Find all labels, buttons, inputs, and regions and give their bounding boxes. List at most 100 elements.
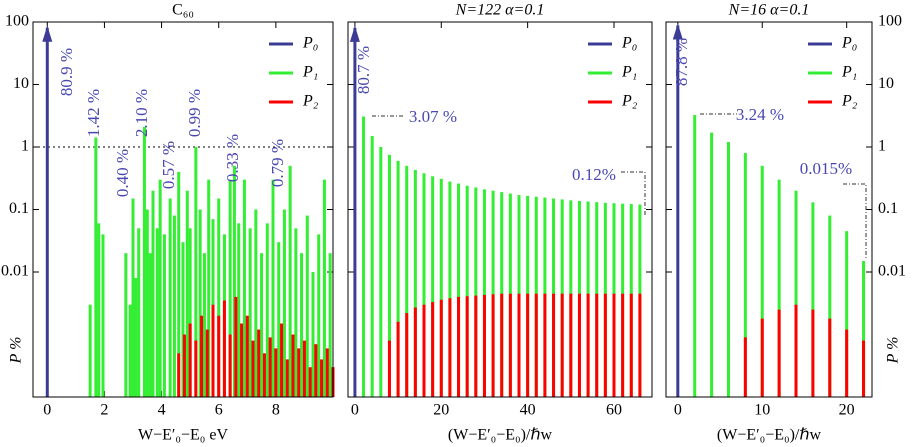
bar	[198, 209, 202, 397]
bar	[314, 344, 318, 397]
annotation: 87.8 %	[672, 38, 691, 86]
bar	[862, 260, 866, 397]
bar	[457, 296, 461, 397]
bar	[94, 137, 98, 397]
bar	[508, 293, 512, 397]
y-tick-label: 0.1	[878, 200, 898, 217]
bar	[457, 183, 461, 397]
bar	[405, 165, 409, 397]
bar	[177, 171, 181, 397]
bar	[794, 190, 798, 397]
annotation: 0.79 %	[268, 139, 287, 187]
bar	[439, 178, 443, 397]
bar	[257, 329, 261, 397]
bar	[228, 179, 232, 397]
bar	[217, 315, 221, 397]
bar	[465, 296, 469, 397]
bar	[248, 228, 252, 397]
arrow-head	[349, 25, 360, 42]
bar	[362, 116, 366, 398]
bar	[222, 300, 226, 397]
bar	[560, 293, 564, 397]
bar	[265, 223, 269, 397]
x-axis-label: (W−E′₀−E₀)/ℏw	[448, 427, 553, 444]
y-tick-label: 0.01	[878, 263, 906, 280]
legend-label: P₀	[621, 35, 637, 52]
bar	[277, 242, 281, 397]
annotation: 80.7 %	[354, 46, 373, 94]
bar	[308, 367, 312, 397]
bar	[448, 298, 452, 397]
bar	[131, 198, 135, 397]
bar	[194, 340, 198, 397]
bar	[526, 293, 530, 397]
bar	[387, 340, 391, 397]
bar	[474, 187, 478, 397]
plot-frame	[347, 21, 653, 398]
bar	[282, 209, 286, 397]
y-tick-label: 100	[878, 13, 902, 30]
annotation: 2.10 %	[132, 89, 151, 137]
y-axis-label: P %	[885, 337, 902, 365]
annotation: 0.12%	[572, 165, 616, 184]
x-tick-label: 40	[520, 402, 536, 419]
bar	[300, 253, 304, 397]
bar	[743, 337, 747, 397]
bar	[185, 190, 189, 397]
bar	[151, 190, 155, 397]
x-tick-label: 0	[351, 402, 359, 419]
bar	[448, 181, 452, 397]
bar	[828, 318, 832, 397]
legend-label: P₁	[302, 64, 318, 81]
bar	[240, 323, 244, 397]
plot-frame	[32, 21, 334, 398]
bar	[726, 142, 730, 397]
bar	[97, 223, 101, 397]
y-tick-label: 100	[5, 13, 29, 30]
bar	[603, 293, 607, 397]
legend-label: P₁	[621, 64, 637, 81]
bar	[237, 223, 241, 397]
bar	[202, 253, 206, 397]
bar	[396, 160, 400, 397]
bar	[577, 293, 581, 397]
legend-label: P₂	[302, 93, 319, 110]
bar	[595, 293, 599, 397]
bar	[158, 179, 162, 397]
bar	[262, 353, 266, 397]
bar	[188, 228, 192, 397]
bar	[396, 321, 400, 397]
bar	[543, 293, 547, 397]
bar	[228, 334, 232, 397]
bar	[491, 294, 495, 397]
bar	[431, 176, 435, 397]
bar	[413, 169, 417, 397]
leader-line	[621, 171, 646, 215]
bar	[760, 318, 764, 397]
bar	[422, 173, 426, 397]
bar	[285, 359, 289, 397]
bar	[268, 337, 272, 397]
x-tick-label: 2	[100, 402, 108, 419]
x-tick-label: 0	[43, 402, 51, 419]
annotation: 0.33 %	[223, 134, 242, 182]
bar	[413, 307, 417, 397]
y-tick-label: 1	[878, 138, 886, 155]
bar	[370, 135, 374, 397]
bar	[242, 179, 246, 397]
bar	[845, 329, 849, 397]
bar	[217, 198, 221, 397]
bar	[294, 228, 298, 397]
annotation: 3.07 %	[409, 107, 457, 126]
chart-title: N=16 α=0.1	[728, 2, 810, 19]
bar	[422, 304, 426, 397]
bar	[211, 304, 215, 397]
bar	[162, 234, 166, 397]
bar	[862, 340, 866, 397]
bar	[142, 126, 146, 397]
x-tick-label: 0	[674, 402, 682, 419]
chart-title: N=122 α=0.1	[455, 2, 545, 19]
legend-label: P₂	[621, 93, 638, 110]
bar	[379, 147, 383, 397]
annotation: 0.015%	[800, 159, 852, 178]
